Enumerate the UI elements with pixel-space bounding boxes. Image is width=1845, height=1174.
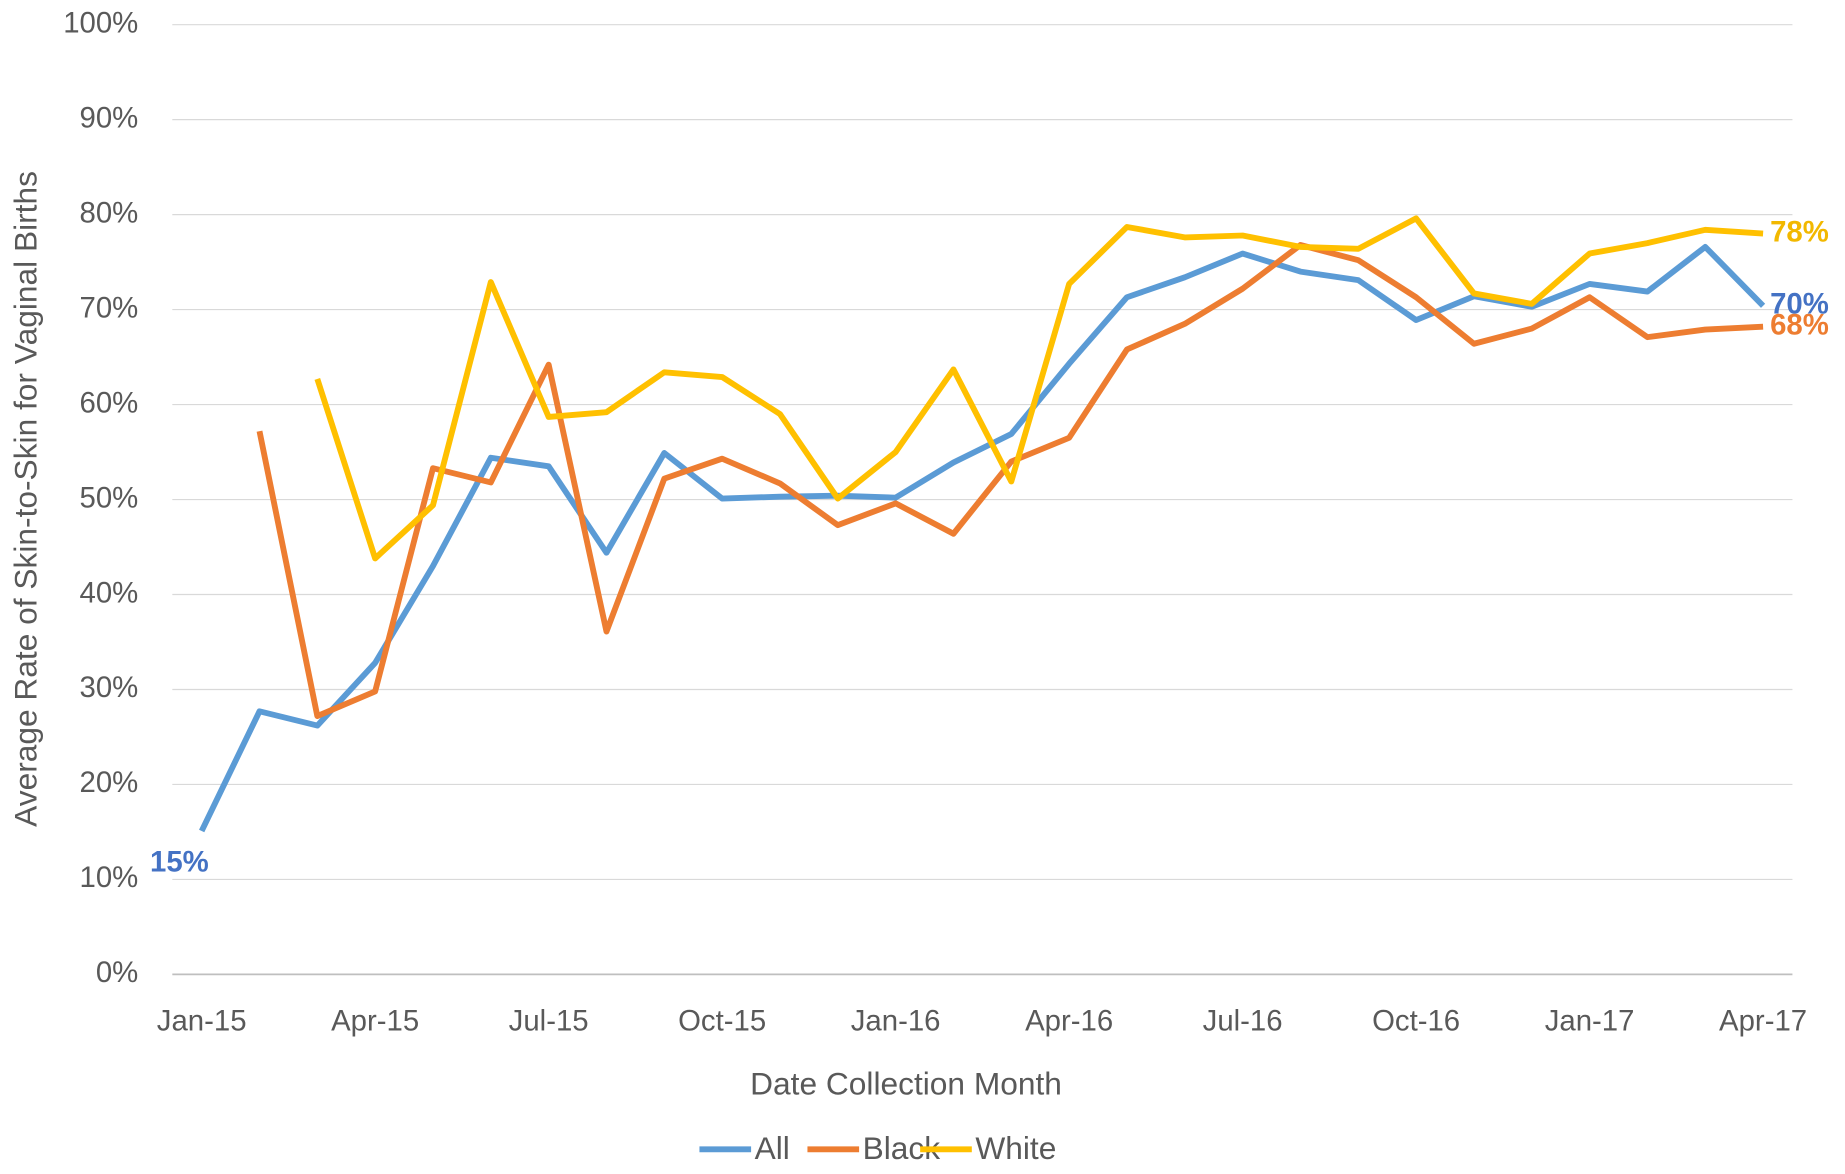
x-tick-label: Jul-15 [509, 1004, 589, 1037]
data-label: 70% [1770, 288, 1829, 321]
series-line [199, 243, 1766, 833]
x-tick-label: Apr-17 [1719, 1004, 1807, 1037]
x-tick-label: Jan-15 [157, 1004, 247, 1037]
y-tick-label: 70% [80, 291, 139, 324]
x-tick-label: Oct-15 [678, 1004, 766, 1037]
x-tick-label: Jul-16 [1203, 1004, 1283, 1037]
y-tick-label: 30% [80, 671, 139, 704]
series-line [314, 215, 1764, 562]
y-tick-label: 50% [80, 481, 139, 514]
x-tick-label: Oct-16 [1372, 1004, 1460, 1037]
y-tick-label: 90% [80, 101, 139, 134]
y-tick-label: 60% [80, 386, 139, 419]
x-tick-label: Apr-15 [331, 1004, 419, 1037]
data-label: 78% [1770, 215, 1829, 248]
data-label: 68% [1770, 308, 1829, 341]
x-tick-label: Jan-16 [851, 1004, 941, 1037]
x-tick-label: Jan-17 [1545, 1004, 1635, 1037]
y-tick-label: 0% [96, 956, 138, 989]
y-tick-label: 80% [80, 196, 139, 229]
x-tick-label: Apr-16 [1025, 1004, 1113, 1037]
y-tick-label: 100% [63, 6, 138, 39]
series-line [256, 242, 1764, 720]
y-tick-label: 10% [80, 861, 139, 894]
y-axis-title: Average Rate of Skin-to-Skin for Vaginal… [7, 171, 43, 827]
legend-label: All [755, 1130, 790, 1166]
y-tick-label: 20% [80, 766, 139, 799]
data-label: 15% [150, 846, 209, 879]
x-axis-title: Date Collection Month [750, 1065, 1062, 1101]
y-tick-label: 40% [80, 576, 139, 609]
legend-label: White [975, 1130, 1056, 1166]
